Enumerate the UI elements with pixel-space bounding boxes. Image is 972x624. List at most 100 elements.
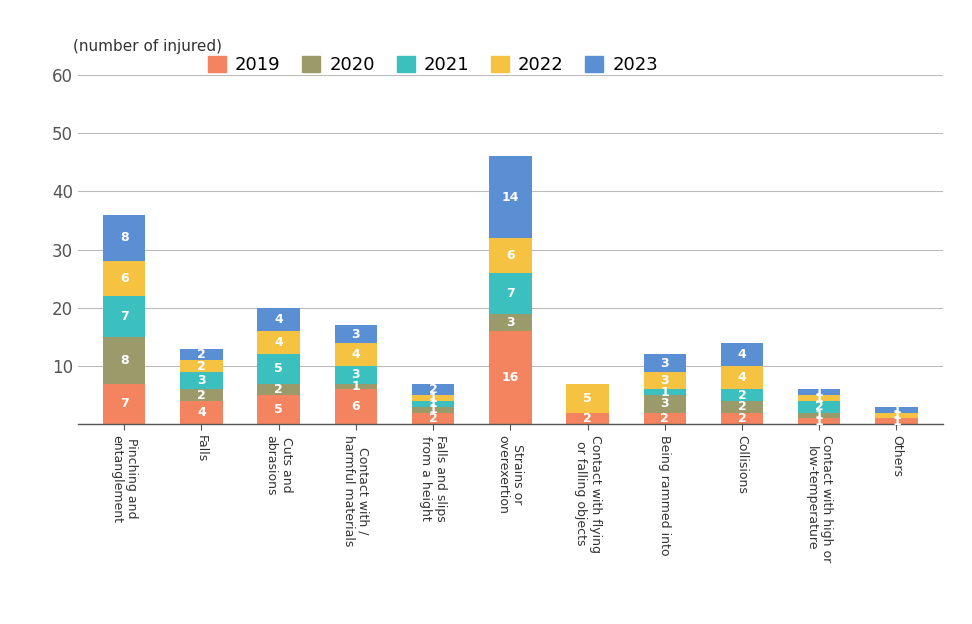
Bar [258,331,299,354]
Bar [489,273,532,314]
Text: 4: 4 [738,348,746,361]
Bar [258,384,299,395]
Text: 2: 2 [197,348,206,361]
Bar [875,407,918,412]
Text: (number of injured): (number of injured) [74,39,223,54]
Text: 4: 4 [197,406,206,419]
Bar [721,343,763,366]
Bar [489,238,532,273]
Bar [180,401,223,424]
Text: 3: 3 [352,328,361,341]
Text: 1: 1 [429,397,437,411]
Bar [180,372,223,389]
Bar [334,389,377,424]
Text: 1: 1 [815,386,823,399]
Text: 1: 1 [429,403,437,416]
Bar [103,384,146,424]
Bar [103,337,146,384]
Text: 1: 1 [660,386,669,399]
Text: 2: 2 [197,389,206,402]
Bar [721,366,763,389]
Text: 3: 3 [660,357,669,369]
Text: 5: 5 [274,363,283,376]
Text: 7: 7 [505,287,515,300]
Bar [258,354,299,384]
Text: 2: 2 [429,383,437,396]
Bar [798,401,841,412]
Bar [103,261,146,296]
Bar [334,366,377,384]
Text: 8: 8 [120,354,128,367]
Bar [721,401,763,412]
Text: 16: 16 [502,371,519,384]
Bar [103,296,146,337]
Bar [258,395,299,424]
Bar [798,412,841,419]
Bar [721,412,763,424]
Text: 6: 6 [506,249,514,262]
Text: 6: 6 [352,401,361,413]
Text: 5: 5 [274,403,283,416]
Text: 2: 2 [583,412,592,425]
Text: 2: 2 [738,412,746,425]
Bar [643,372,686,389]
Bar [798,389,841,395]
Bar [334,343,377,366]
Bar [258,308,299,331]
Text: 1: 1 [892,409,901,422]
Text: 5: 5 [583,392,592,404]
Text: 2: 2 [815,401,823,413]
Text: 8: 8 [120,232,128,245]
Text: 2: 2 [738,401,746,413]
Bar [721,389,763,401]
Text: 1: 1 [429,392,437,404]
Bar [489,331,532,424]
Bar [103,215,146,261]
Bar [334,384,377,389]
Text: 1: 1 [815,392,823,404]
Text: 7: 7 [120,397,128,411]
Bar [412,412,454,424]
Bar [875,412,918,419]
Text: 2: 2 [274,383,283,396]
Bar [489,157,532,238]
Text: 4: 4 [274,336,283,349]
Bar [180,389,223,401]
Bar [489,314,532,331]
Bar [412,384,454,395]
Text: 6: 6 [120,272,128,285]
Bar [643,354,686,372]
Text: 2: 2 [738,389,746,402]
Text: 1: 1 [815,409,823,422]
Text: 1: 1 [892,403,901,416]
Bar [875,419,918,424]
Text: 4: 4 [274,313,283,326]
Text: 14: 14 [502,191,519,203]
Text: 1: 1 [892,415,901,428]
Text: 7: 7 [120,310,128,323]
Text: 3: 3 [660,397,669,411]
Bar [180,349,223,360]
Legend: 2019, 2020, 2021, 2022, 2023: 2019, 2020, 2021, 2022, 2023 [208,56,658,74]
Bar [567,384,608,412]
Bar [412,407,454,412]
Bar [180,360,223,372]
Text: 1: 1 [815,415,823,428]
Text: 2: 2 [660,412,669,425]
Text: 4: 4 [738,371,746,384]
Bar [334,325,377,343]
Bar [798,395,841,401]
Text: 2: 2 [429,412,437,425]
Bar [412,401,454,407]
Bar [643,412,686,424]
Text: 3: 3 [506,316,514,329]
Bar [643,389,686,395]
Text: 3: 3 [197,374,206,387]
Text: 3: 3 [660,374,669,387]
Bar [643,395,686,412]
Bar [567,412,608,424]
Bar [412,395,454,401]
Text: 4: 4 [352,348,361,361]
Text: 2: 2 [197,359,206,373]
Text: 1: 1 [352,380,361,393]
